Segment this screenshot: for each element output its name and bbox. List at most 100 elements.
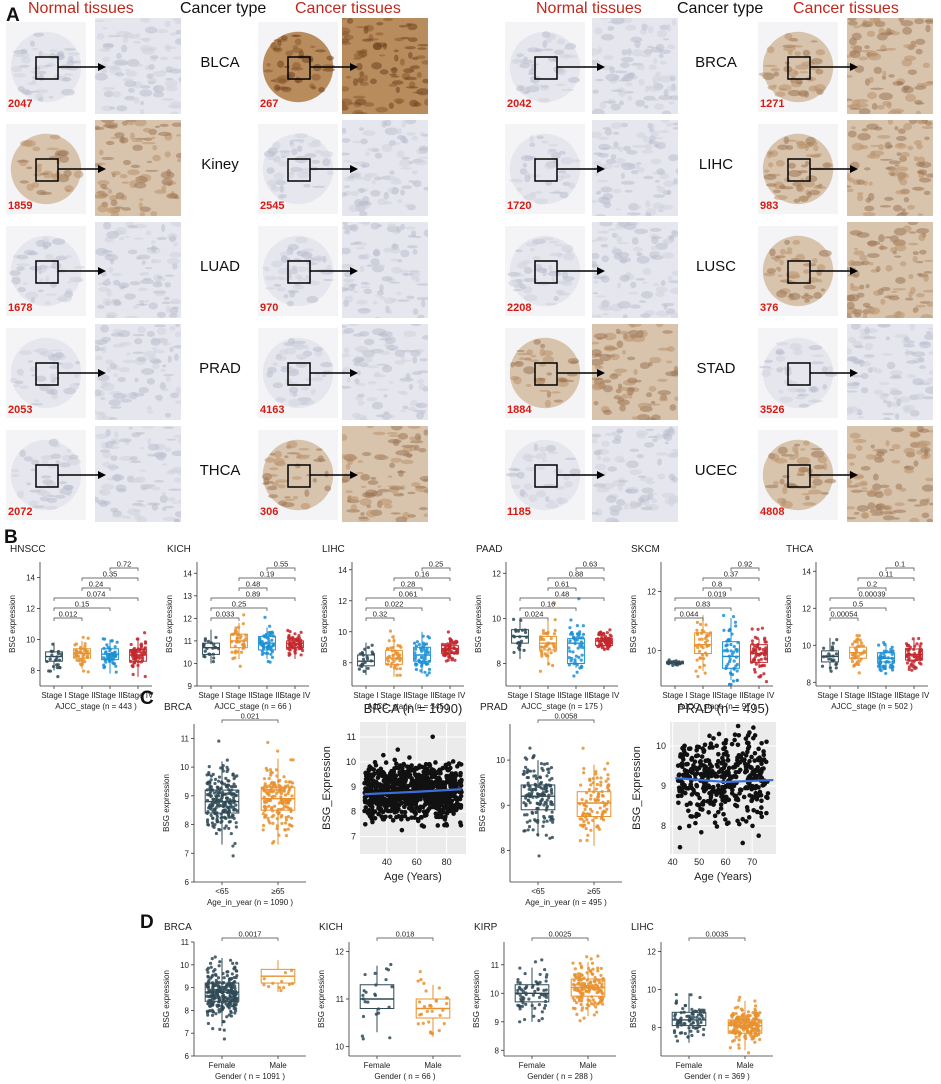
data-point bbox=[224, 816, 228, 820]
x-axis-label: Gender ( n = 369 ) bbox=[684, 1072, 750, 1081]
data-point bbox=[430, 798, 436, 804]
data-point bbox=[752, 667, 757, 672]
data-point bbox=[223, 808, 227, 812]
data-point bbox=[421, 641, 425, 645]
data-point bbox=[422, 773, 428, 779]
arrow-icon bbox=[810, 63, 858, 71]
arrow-icon bbox=[310, 369, 358, 377]
data-point bbox=[450, 759, 456, 764]
data-point bbox=[361, 993, 365, 997]
data-point bbox=[208, 961, 213, 965]
data-point bbox=[229, 977, 234, 981]
arrow-icon bbox=[58, 165, 106, 173]
data-point bbox=[731, 614, 736, 619]
data-point bbox=[405, 794, 410, 799]
significance-bracket bbox=[210, 617, 240, 621]
data-point bbox=[217, 1007, 221, 1012]
data-point bbox=[730, 652, 734, 656]
data-point bbox=[545, 761, 549, 766]
data-point bbox=[224, 776, 228, 780]
data-point bbox=[752, 750, 758, 756]
p-value-label: 0.0035 bbox=[706, 930, 729, 939]
data-point bbox=[433, 760, 438, 765]
data-point bbox=[727, 784, 733, 790]
data-point bbox=[390, 649, 394, 653]
data-point bbox=[227, 808, 231, 813]
data-point bbox=[754, 662, 758, 666]
y-tick-label: 13 bbox=[183, 592, 192, 601]
data-point bbox=[718, 806, 724, 811]
p-value-label: 0.022 bbox=[385, 600, 404, 609]
data-point bbox=[589, 828, 593, 832]
data-point bbox=[730, 1013, 734, 1017]
data-point bbox=[752, 1034, 756, 1038]
data-point bbox=[694, 1026, 699, 1030]
data-point bbox=[376, 811, 381, 817]
data-point bbox=[104, 660, 108, 664]
p-value-label: 0.25 bbox=[429, 560, 444, 569]
y-tick-label: 6 bbox=[185, 1052, 190, 1061]
data-point bbox=[270, 638, 274, 642]
y-tick-label: 9 bbox=[501, 801, 506, 810]
data-point bbox=[441, 653, 446, 657]
data-point bbox=[528, 746, 532, 750]
data-point bbox=[682, 768, 688, 773]
data-point bbox=[860, 641, 864, 645]
data-point bbox=[737, 1038, 741, 1042]
data-point bbox=[206, 1013, 210, 1017]
data-point bbox=[590, 961, 595, 965]
data-point bbox=[534, 788, 538, 792]
data-point bbox=[390, 804, 395, 810]
data-point bbox=[549, 787, 554, 792]
data-point bbox=[442, 817, 448, 822]
y-tick-label: 8 bbox=[495, 1046, 500, 1055]
data-point bbox=[680, 1031, 684, 1035]
data-point bbox=[582, 766, 586, 771]
data-point bbox=[398, 773, 404, 779]
significance-bracket bbox=[547, 587, 577, 591]
data-point bbox=[735, 742, 741, 748]
data-point bbox=[518, 1007, 522, 1011]
data-point bbox=[753, 644, 757, 648]
data-point bbox=[377, 782, 383, 787]
data-point bbox=[518, 1004, 522, 1008]
cancer-tissue-zoom bbox=[342, 120, 428, 216]
data-point bbox=[275, 824, 280, 828]
data-point bbox=[749, 786, 754, 792]
data-point bbox=[263, 615, 267, 619]
data-point bbox=[733, 774, 739, 780]
y-tick-label: 10 bbox=[496, 756, 505, 765]
data-point bbox=[758, 646, 762, 651]
y-tick-label: 7 bbox=[351, 832, 356, 842]
data-point bbox=[746, 1051, 751, 1055]
cancer-sample-id: 1271 bbox=[760, 98, 785, 110]
x-tick-label: Stage II bbox=[844, 691, 872, 700]
data-point bbox=[740, 1008, 745, 1012]
data-point bbox=[273, 804, 277, 808]
data-point bbox=[583, 807, 587, 811]
cancer-tissue-zoom bbox=[342, 222, 428, 318]
data-point bbox=[535, 792, 540, 796]
data-point bbox=[261, 823, 266, 828]
p-value-label: 0.24 bbox=[89, 580, 104, 589]
y-axis-label: BSG expression bbox=[162, 970, 171, 1028]
data-point bbox=[542, 762, 547, 766]
data-point bbox=[737, 998, 741, 1002]
data-point bbox=[363, 788, 368, 794]
data-point bbox=[366, 767, 372, 772]
data-point bbox=[283, 821, 288, 825]
data-point bbox=[878, 658, 882, 662]
data-point bbox=[751, 795, 757, 800]
data-point bbox=[511, 617, 516, 621]
y-tick-label: 11 bbox=[336, 995, 345, 1004]
data-point bbox=[743, 736, 749, 741]
data-point bbox=[759, 805, 764, 810]
significance-bracket bbox=[829, 617, 859, 621]
data-point bbox=[206, 966, 210, 970]
y-tick-label: 11 bbox=[347, 732, 356, 742]
data-point bbox=[217, 1010, 221, 1014]
data-point bbox=[217, 964, 221, 968]
data-point bbox=[388, 629, 393, 633]
data-point bbox=[210, 821, 214, 825]
data-point bbox=[448, 645, 452, 649]
